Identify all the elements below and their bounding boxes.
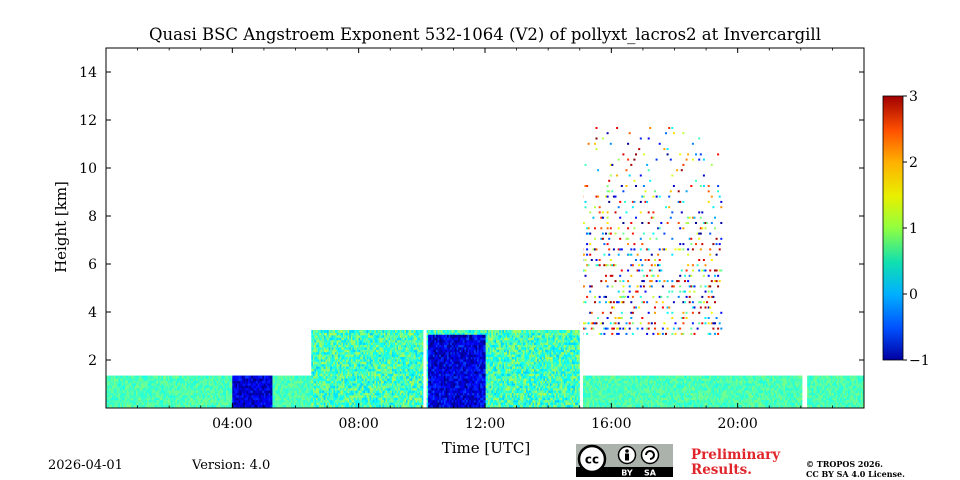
version-label: Version: 4.0 <box>192 458 271 473</box>
cc-icon-text: cc <box>585 453 599 467</box>
y-tick-label: 12 <box>79 113 97 129</box>
data-gap <box>802 48 808 408</box>
data-gap <box>579 48 583 408</box>
y-axis-label: Height [km] <box>52 181 70 273</box>
preliminary-results-label: Preliminary Results. <box>691 448 780 478</box>
badge-by-label: BY <box>621 469 633 478</box>
attribution-icon-body <box>625 453 629 461</box>
chart-title: Quasi BSC Angstroem Exponent 532-1064 (V… <box>149 25 821 44</box>
heatmap-layer <box>428 334 486 408</box>
x-tick-label: 16:00 <box>591 416 631 432</box>
colorbar-ticks: −1 0 1 2 3 <box>903 89 930 369</box>
y-tick-label: 6 <box>88 257 97 273</box>
heatmap-area <box>106 48 864 408</box>
colorbar <box>882 95 904 361</box>
y-tick-label: 2 <box>88 353 97 369</box>
colorbar-tick-label: 1 <box>909 221 918 237</box>
axes: 04:00 08:00 12:00 16:00 20:00 2 4 6 8 10 12 14 Time … <box>52 48 864 457</box>
colorbar-tick-label: 2 <box>909 155 918 171</box>
cc-by-sa-license-badge: cc BY SA <box>576 444 673 477</box>
x-axis-label: Time [UTC] <box>442 439 531 457</box>
heatmap-layer <box>579 127 723 335</box>
copyright-label: © TROPOS 2026. CC BY SA 4.0 License. <box>806 459 905 479</box>
attribution-icon-head <box>625 449 629 453</box>
share-alike-icon-arrow <box>645 450 655 460</box>
colorbar-tick-label: −1 <box>909 353 930 369</box>
heatmap-layer <box>232 375 273 408</box>
copyright-line-2: CC BY SA 4.0 License. <box>806 469 905 479</box>
badge-bar <box>576 467 673 477</box>
colorbar-tick-label: 3 <box>909 89 918 105</box>
share-alike-icon <box>640 445 660 465</box>
x-tick-label: 12:00 <box>465 416 505 432</box>
x-tick-label: 08:00 <box>338 416 378 432</box>
y-tick-label: 8 <box>88 209 97 225</box>
x-tick-label: 20:00 <box>717 416 757 432</box>
cc-icon <box>577 444 607 474</box>
preliminary-line-1: Preliminary <box>691 447 781 463</box>
x-tick-label: 04:00 <box>212 416 252 432</box>
y-tick-label: 10 <box>79 161 97 177</box>
date-label: 2026-04-01 <box>48 458 123 473</box>
copyright-line-1: © TROPOS 2026. <box>806 459 883 469</box>
badge-sa-label: SA <box>644 469 657 478</box>
colorbar-tick-label: 0 <box>909 287 918 303</box>
data-gap <box>423 48 427 408</box>
preliminary-line-2: Results. <box>691 462 752 478</box>
y-tick-label: 14 <box>79 65 97 81</box>
y-tick-label: 4 <box>88 305 97 321</box>
